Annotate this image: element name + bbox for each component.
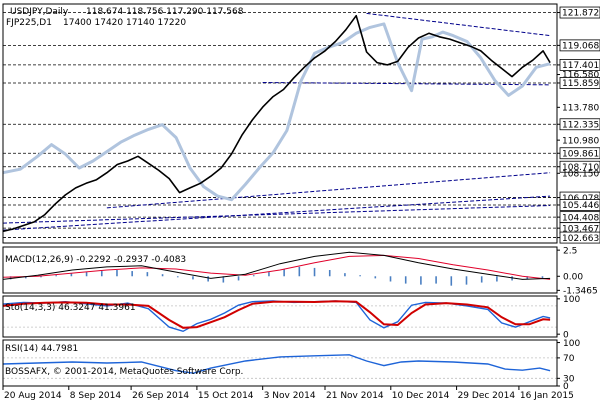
- date-label: 10 Dec 2014: [392, 391, 450, 400]
- macd-tick-label: 2.5: [563, 246, 577, 256]
- macd-tick-label: -1.3465: [563, 287, 598, 297]
- copyright: BOSSAFX, © 2001-2014, MetaQuotes Softwar…: [5, 367, 243, 377]
- rsi-panel: 100 70 300 RSI(14) 44.7981 BOSSAFX, © 2001…: [2, 339, 580, 392]
- symbol-header: USDJPY,Daily: [10, 7, 69, 17]
- trend-channel-lines: [2, 12, 551, 231]
- macd-panel: 2.5 0.00 -1.3465 MACD(12,26,9) -0.2292 -0.…: [2, 246, 598, 297]
- price-label: 103.467: [562, 224, 599, 234]
- price-label-box: [559, 39, 600, 52]
- date-axis: 20 Aug 2014 8 Sep 2014 26 Sep 2014 15 Oct 2…: [2, 386, 574, 400]
- price-label: 113.780: [562, 104, 599, 114]
- stochastic-label: Sto(14,3,3) 46.3247 41.3961: [5, 303, 136, 313]
- main-frame: [2, 3, 558, 244]
- price-label: 106.078: [562, 194, 599, 204]
- price-label: 104.408: [562, 213, 599, 223]
- price-label: 108.710: [562, 163, 599, 173]
- usdjpy-price-line: [2, 14, 551, 233]
- stoch-frame: [2, 295, 558, 338]
- rsi-line: [2, 354, 551, 374]
- stochastic-lines: [2, 300, 551, 333]
- secondary-ohlc: 17400 17420 17140 17220: [63, 18, 186, 28]
- date-label: 8 Sep 2014: [70, 391, 122, 400]
- price-label: 115.859: [562, 79, 599, 89]
- price-label: 102.663: [562, 234, 599, 244]
- channel-line: [2, 205, 551, 224]
- macd-lines: [2, 251, 551, 280]
- macd-frame: [2, 246, 558, 294]
- date-label: 15 Oct 2014: [198, 391, 254, 400]
- stochastic-signal-line: [2, 300, 551, 329]
- price-label-box: [559, 59, 600, 71]
- rsi-line: [2, 354, 551, 374]
- price-label-box: [559, 160, 600, 173]
- price-label-box: [559, 231, 600, 244]
- date-label: 16 Jan 2015: [520, 391, 574, 400]
- price-label: 116.580: [562, 71, 599, 81]
- macd-histogram: [9, 266, 544, 286]
- macd-label: MACD(12,26,9) -0.2292 -0.2937 -0.4083: [5, 255, 186, 265]
- macd-signal-line: [2, 254, 551, 280]
- price-label: 112.335: [562, 120, 599, 130]
- macd-main-line: [2, 251, 551, 280]
- secondary-symbol: FJP225,D1: [6, 18, 52, 28]
- date-label: 29 Dec 2014: [458, 391, 516, 400]
- rsi-levels: [3, 357, 557, 379]
- price-label-box: [559, 199, 600, 211]
- channel-line: [366, 12, 551, 37]
- macd-tick-label: 0.00: [563, 272, 583, 282]
- price-label-box: [559, 77, 600, 89]
- channel-line: [106, 172, 551, 209]
- stochastic-panel: 100 0 Sto(14,3,3) 46.3247 41.3961: [2, 295, 580, 340]
- rsi-tick-label: 100: [563, 339, 580, 349]
- price-label: 110.980: [562, 136, 599, 146]
- stochastic-tick-label: 100: [563, 295, 580, 305]
- price-label: 108.150: [562, 169, 599, 179]
- date-label: 20 Aug 2014: [4, 391, 62, 400]
- date-label: 3 Nov 2014: [264, 391, 316, 400]
- nikkei-line: [2, 22, 551, 202]
- main-price-levels: [3, 12, 557, 238]
- price-label: 109.861: [562, 149, 599, 159]
- price-label: 121.872: [562, 9, 599, 19]
- rsi-label: RSI(14) 44.7981: [5, 344, 78, 354]
- price-label: 119.068: [562, 42, 599, 52]
- rsi-tick-label: 0: [563, 382, 569, 392]
- rsi-frame: [2, 339, 558, 387]
- price-label-box: [559, 147, 600, 160]
- date-label: 26 Sep 2014: [132, 391, 189, 400]
- price-label: 117.401: [562, 61, 599, 71]
- rsi-tick-label: 30: [563, 375, 575, 385]
- channel-line: [2, 195, 551, 231]
- ohlc-header: 118.674 118.756 117.290 117.568: [86, 7, 244, 17]
- date-label: 21 Nov 2014: [326, 391, 384, 400]
- rsi-tick-label: 70: [563, 354, 575, 364]
- stochastic-tick-label: 0: [563, 330, 569, 340]
- rsi-axis: 100 70 300: [557, 339, 580, 392]
- macd-axis: 2.5 0.00 -1.3465: [557, 246, 598, 297]
- stochastic-axis: 100 0: [557, 295, 580, 340]
- price-label-box: [559, 118, 600, 131]
- panel-frames: [2, 3, 558, 387]
- price-label-box: [559, 6, 600, 19]
- nikkei-overlay: [2, 22, 551, 202]
- price-line: [2, 14, 551, 233]
- price-label: 105.446: [562, 201, 599, 211]
